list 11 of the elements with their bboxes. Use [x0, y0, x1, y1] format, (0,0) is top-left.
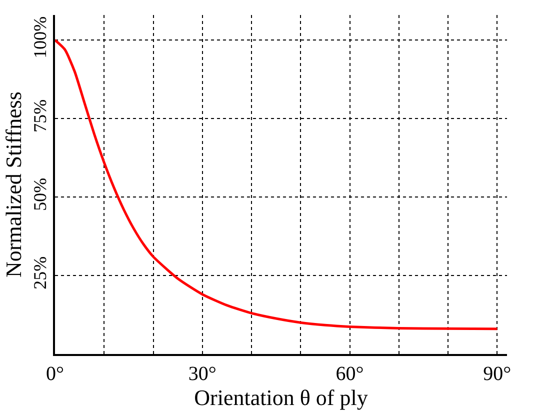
y-tick-label: 25%	[30, 256, 50, 290]
y-tick-label: 100%	[30, 16, 50, 58]
y-tick-label: 50%	[30, 178, 50, 211]
x-tick-label: 30°	[188, 363, 216, 385]
x-tick-label: 0°	[46, 363, 64, 385]
x-tick-label: 90°	[483, 363, 512, 385]
line-series	[55, 38, 498, 330]
x-axis-title: Orientation θ of ply	[194, 385, 368, 410]
x-tick-label: 60°	[336, 363, 364, 385]
y-tick-label: 75%	[30, 99, 50, 132]
y-axis-title: Normalized Stiffness	[1, 92, 26, 278]
